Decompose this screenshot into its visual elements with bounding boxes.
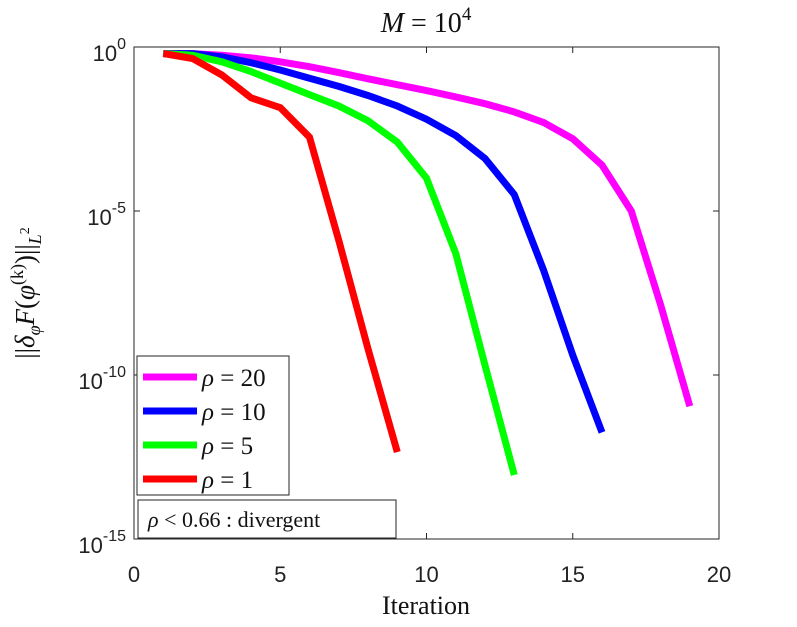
legend-value: = 10 [214, 399, 266, 426]
y-tick-base: 10 [87, 205, 111, 230]
y-axis-label: ||δφF(φ(k))||L2 [7, 227, 45, 359]
y-tick-base: 10 [78, 533, 102, 558]
legend-greek: ρ [201, 365, 214, 392]
x-axis-label: Iteration [382, 591, 470, 620]
legend: ρ = 20ρ = 10ρ = 5ρ = 1 [136, 355, 290, 496]
y-tick-exponent: 0 [117, 36, 126, 53]
legend-label-3: ρ = 1 [201, 467, 253, 494]
y-tick-base: 10 [93, 41, 117, 66]
chart-title: M = 104 [380, 4, 472, 39]
legend-greek: ρ [201, 467, 214, 494]
annotation-box [137, 499, 397, 539]
y-tick-exponent: -5 [112, 200, 126, 217]
series-line-2 [163, 50, 518, 476]
x-tick-label: 20 [707, 562, 731, 587]
legend-greek: ρ [201, 399, 214, 426]
series-line-3 [162, 50, 401, 454]
x-tick-label: 10 [414, 562, 438, 587]
y-tick-label: 100 [93, 36, 126, 66]
series-line-1 [163, 50, 606, 434]
legend-items: ρ = 20ρ = 10ρ = 5ρ = 1 [143, 365, 266, 494]
legend-value: = 5 [214, 433, 253, 460]
legend-label-1: ρ = 10 [201, 399, 266, 426]
y-tick-label: 10-10 [78, 364, 126, 394]
y-tick-exponent: -15 [103, 528, 126, 545]
legend-value: = 20 [214, 365, 266, 392]
series-layer [162, 50, 694, 476]
divergence-annotation: ρ < 0.66 : divergent [137, 499, 397, 539]
x-tick-label: 0 [128, 562, 140, 587]
legend-value: = 1 [214, 467, 253, 494]
legend-greek: ρ [201, 433, 214, 460]
y-tick-label: 10-15 [78, 528, 126, 558]
y-tick-label: 10-5 [87, 200, 126, 230]
y-tick-base: 10 [78, 369, 102, 394]
legend-label-2: ρ = 5 [201, 433, 253, 460]
annotation-text: ρ < 0.66 : divergent [147, 507, 320, 532]
series-line-0 [163, 50, 694, 408]
x-tick-label: 5 [274, 562, 286, 587]
y-tick-exponent: -10 [103, 364, 126, 381]
x-tick-label: 15 [561, 562, 585, 587]
legend-label-0: ρ = 20 [201, 365, 266, 392]
